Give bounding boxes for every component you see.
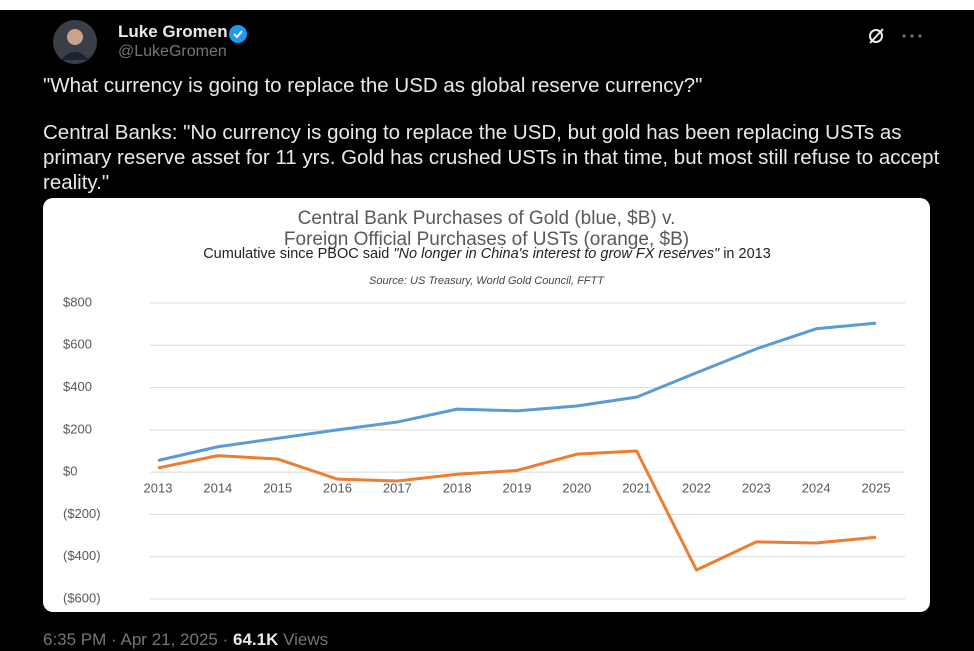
series-line (157, 449, 877, 572)
separator: · (111, 630, 117, 649)
author-handle[interactable]: @LukeGromen (118, 43, 227, 60)
x-tick-label: 2015 (263, 481, 292, 496)
x-tick-label: 2023 (742, 481, 771, 496)
y-tick-label: ($600) (63, 590, 101, 605)
chart-subtitle: Cumulative since PBOC said "No longer in… (127, 246, 847, 262)
author-name[interactable]: Luke Gromen (118, 22, 228, 41)
chart: $800 $600 $400 $200 $0 ($200) ($400) ($600) 2013… (63, 294, 905, 605)
y-tick-label: $0 (63, 464, 77, 479)
avatar[interactable] (53, 20, 97, 64)
chart-card: Central Bank Purchases of Gold (blue, $B… (43, 198, 930, 612)
tweet-text: "What currency is going to replace the U… (43, 74, 703, 97)
subtitle-text: Cumulative since PBOC said (203, 246, 390, 262)
tweet-icons[interactable] (868, 26, 928, 46)
x-tick-label: 2020 (562, 481, 591, 496)
time[interactable]: 6:35 PM (43, 630, 107, 649)
chart-title: Foreign Official Purchases of USTs (oran… (283, 229, 690, 250)
x-tick-label: 2021 (622, 481, 651, 496)
x-tick-label: 2025 (862, 481, 891, 496)
y-tick-label: $600 (63, 337, 92, 352)
y-tick-label: $200 (63, 421, 92, 436)
y-tick-label: ($200) (63, 506, 101, 521)
verified-badge (229, 25, 247, 43)
x-tick-label: 2017 (383, 481, 412, 496)
views-count: 64.1K (233, 630, 279, 649)
chart-title: Central Bank Purchases of Gold (blue, $B… (297, 208, 676, 229)
series-line (157, 321, 877, 462)
top-strip (0, 0, 974, 10)
x-tick-label: 2022 (682, 481, 711, 496)
x-tick-label: 2018 (443, 481, 472, 496)
date[interactable]: Apr 21, 2025 (120, 630, 218, 649)
x-tick-label: 2014 (203, 481, 232, 496)
x-tick-label: 2016 (323, 481, 352, 496)
subtitle-text: in 2013 (723, 246, 771, 262)
x-tick-label: 2024 (802, 481, 831, 496)
tweet-text: Central Banks: "No currency is going to … (43, 121, 940, 194)
views-label: Views (283, 630, 329, 649)
y-tick-label: $400 (63, 379, 92, 394)
separator: · (222, 630, 229, 649)
x-tick-label: 2019 (503, 481, 532, 496)
y-tick-label: ($400) (63, 548, 101, 563)
subtitle-quote: "No longer in China's interest to grow F… (393, 246, 720, 262)
chart-source: Source: US Treasury, World Gold Council,… (369, 275, 604, 287)
y-tick-label: $800 (63, 294, 92, 309)
tweet-footer: 6:35 PM · Apr 21, 2025 · 64.1K Views (43, 630, 328, 650)
x-tick-label: 2013 (144, 481, 173, 496)
